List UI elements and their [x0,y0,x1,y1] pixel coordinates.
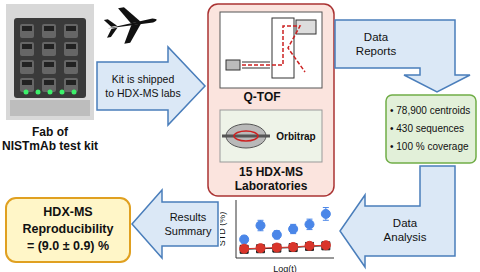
svg-text:Fab ofNISTmAb test kit: Fab ofNISTmAb test kit [8,125,98,153]
svg-text:Q-TOF: Q-TOF [243,90,280,104]
svg-text:• 78,900 centroids• 430 sequen: • 78,900 centroids• 430 sequences• 100 %… [390,105,470,152]
svg-text:DataReports: DataReports [356,31,397,57]
svg-text:ResultsSummary: ResultsSummary [164,211,212,237]
svg-text:Orbitrap: Orbitrap [276,131,315,142]
svg-text:Log(t): Log(t) [273,264,297,272]
svg-text:STD (%): STD (%) [220,212,227,247]
svg-text:15 HDX-MSLaboratories: 15 HDX-MSLaboratories [235,165,308,193]
svg-text:Kit is shippedto HDX-MS labs: Kit is shippedto HDX-MS labs [105,73,180,99]
svg-text:HDX-MSReproducibility= (9.0 ±: HDX-MSReproducibility= (9.0 ± 0.9) % [23,205,114,253]
svg-text:DataAnalysis: DataAnalysis [384,217,427,243]
